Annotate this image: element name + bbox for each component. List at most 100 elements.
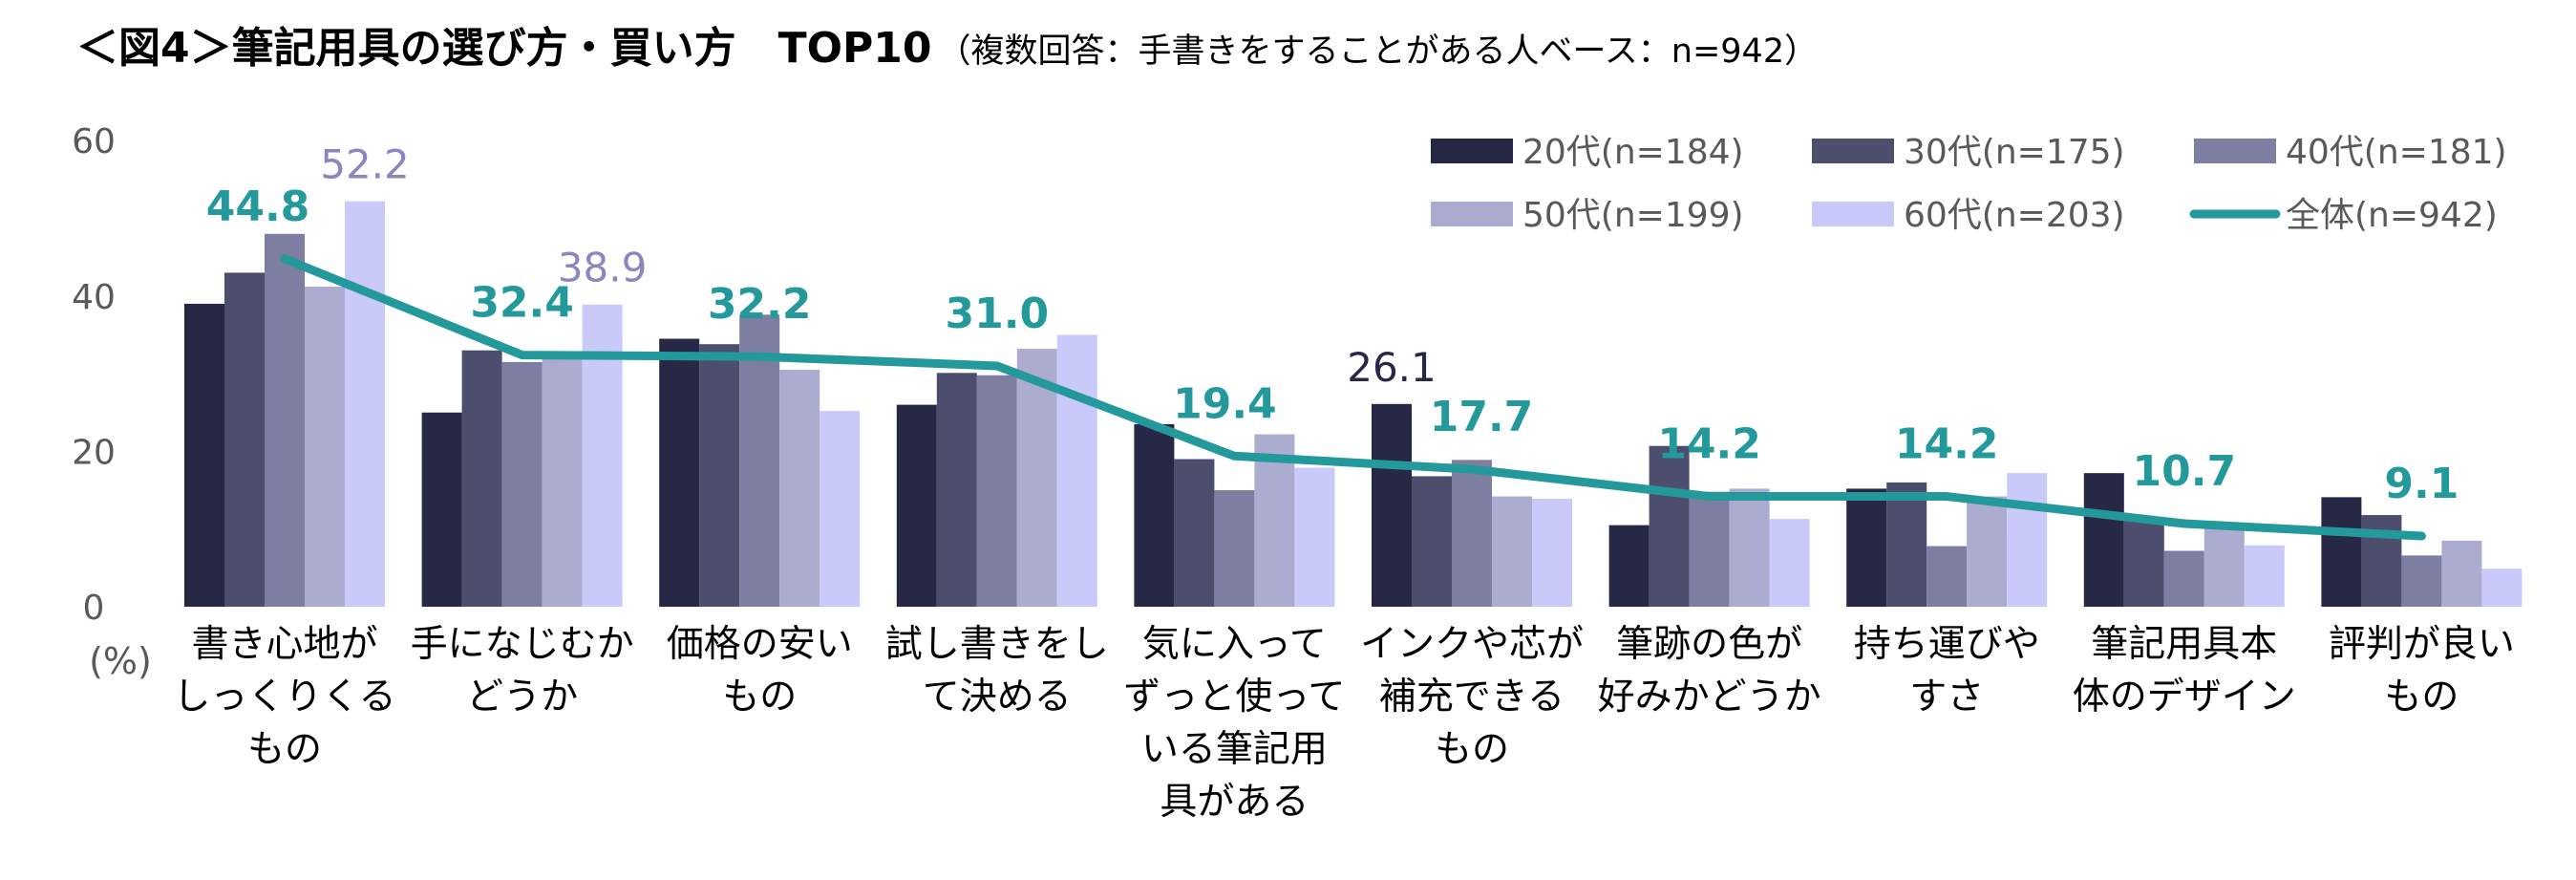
category-label-line: 評判が良い xyxy=(2329,623,2515,666)
y-tick-label: 40 xyxy=(72,278,116,317)
total-data-label-8: 14.2 xyxy=(1895,420,1999,469)
value-annotation-2: 38.9 xyxy=(558,245,648,291)
total-data-label-1: 44.8 xyxy=(206,182,310,231)
category-label-line: いる筆記用 xyxy=(1141,728,1328,771)
category-label-line: 手になじむか xyxy=(411,623,634,666)
bar-30s-2 xyxy=(461,350,502,607)
bar-30s-4 xyxy=(936,373,977,607)
bar-60s-4 xyxy=(1056,334,1097,607)
legend-label-4: 50代(n=199) xyxy=(1522,196,1744,235)
category-label-line: 価格の安い xyxy=(667,623,853,666)
bar-20s-4 xyxy=(896,404,937,607)
category-label-line: 筆跡の色が xyxy=(1616,623,1802,666)
y-tick-label: 20 xyxy=(72,433,116,472)
category-label-line: 気に入って xyxy=(1142,623,1327,666)
category-label-3: 価格の安いもの xyxy=(667,623,853,719)
legend-swatch-5 xyxy=(1812,202,1894,226)
total-series-line xyxy=(280,254,2426,541)
bar-50s-2 xyxy=(542,355,583,607)
category-label-line: もの xyxy=(1435,728,1509,771)
bar-50s-10 xyxy=(2441,540,2482,607)
category-label-line: 書き心地が xyxy=(191,623,377,666)
category-label-10: 評判が良いもの xyxy=(2329,623,2515,719)
category-label-line: すさ xyxy=(1909,676,1984,719)
total-data-label-10: 9.1 xyxy=(2384,460,2459,508)
y-tick-label: 60 xyxy=(72,122,116,161)
bar-40s-8 xyxy=(1927,546,1968,607)
bar-20s-7 xyxy=(1608,525,1650,607)
total-data-label-6: 17.7 xyxy=(1430,393,1534,441)
category-label-line: ずっと使って xyxy=(1123,676,1345,719)
category-label-line: 体のデザイン xyxy=(2073,676,2296,719)
category-label-line: もの xyxy=(2384,676,2459,719)
category-label-line: 試し書きをし xyxy=(885,623,1109,666)
category-label-9: 筆記用具本体のデザイン xyxy=(2073,623,2296,719)
bar-20s-6 xyxy=(1372,403,1412,607)
bar-30s-8 xyxy=(1886,482,1927,607)
bar-50s-7 xyxy=(1729,488,1770,607)
value-annotation-1: 52.2 xyxy=(320,141,410,188)
bar-30s-7 xyxy=(1649,445,1690,607)
bar-20s-9 xyxy=(2083,473,2124,607)
total-data-label-2: 32.4 xyxy=(470,279,574,328)
bar-30s-9 xyxy=(2123,519,2164,607)
legend-swatch-4 xyxy=(1431,202,1513,226)
legend-label-2: 30代(n=175) xyxy=(1904,133,2125,172)
category-label-line: インクや芯が xyxy=(1360,623,1584,666)
category-label-8: 持ち運びやすさ xyxy=(1854,623,2040,719)
bar-60s-3 xyxy=(820,411,861,607)
bar-50s-6 xyxy=(1492,496,1532,607)
bar-30s-5 xyxy=(1174,459,1215,607)
bar-30s-3 xyxy=(699,344,740,607)
bar-60s-6 xyxy=(1532,498,1572,607)
chart-subtitle: （複数回答：手書きをすることがある人ベース：n=942） xyxy=(937,32,1819,71)
category-label-line: もの xyxy=(247,728,322,771)
bar-50s-8 xyxy=(1967,496,2008,607)
y-axis-unit-label: (%) xyxy=(89,640,152,682)
bar-20s-5 xyxy=(1134,423,1175,607)
category-label-line: しっくりくる xyxy=(173,676,395,719)
legend-swatch-1 xyxy=(1431,139,1513,163)
total-data-label-7: 14.2 xyxy=(1657,420,1761,469)
bar-60s-5 xyxy=(1294,467,1335,607)
category-label-line: 好みかどうか xyxy=(1598,676,1821,719)
bar-40s-7 xyxy=(1689,491,1730,607)
chart-title: ＜図4＞筆記用具の選び方・買い方 TOP10 （複数回答：手書きをすることがある人… xyxy=(76,13,1818,75)
bar-30s-10 xyxy=(2361,515,2402,607)
y-tick-label: 0 xyxy=(83,589,105,628)
value-annotation-3: 26.1 xyxy=(1347,344,1437,391)
bar-60s-1 xyxy=(345,201,385,607)
category-label-4: 試し書きをして決める xyxy=(885,623,1109,719)
bar-60s-2 xyxy=(582,304,623,607)
category-label-5: 気に入ってずっと使っている筆記用具がある xyxy=(1123,623,1345,824)
category-label-1: 書き心地がしっくりくるもの xyxy=(173,623,395,771)
category-label-line: 持ち運びや xyxy=(1854,623,2040,666)
category-label-line: て決める xyxy=(923,676,1072,719)
category-label-line: どうか xyxy=(466,676,578,719)
bar-60s-9 xyxy=(2244,545,2285,607)
total-data-label-9: 10.7 xyxy=(2133,447,2237,496)
chart-title-main: ＜図4＞筆記用具の選び方・買い方 TOP10 xyxy=(76,24,932,73)
bar-20s-8 xyxy=(1846,488,1887,607)
legend-label-6: 全体(n=942) xyxy=(2286,196,2498,235)
category-label-line: 補充できる xyxy=(1379,676,1565,719)
legend-label-1: 20代(n=184) xyxy=(1522,133,1744,172)
bar-40s-4 xyxy=(976,375,1017,607)
bar-20s-1 xyxy=(184,303,224,607)
bar-40s-3 xyxy=(739,314,780,607)
bar-40s-1 xyxy=(265,233,305,607)
bar-40s-10 xyxy=(2401,555,2442,607)
bar-50s-3 xyxy=(779,370,820,607)
legend-swatch-3 xyxy=(2194,139,2276,163)
category-label-6: インクや芯が補充できるもの xyxy=(1360,623,1584,771)
bar-30s-1 xyxy=(224,272,265,607)
category-label-line: もの xyxy=(722,676,797,719)
bar-40s-6 xyxy=(1452,460,1492,607)
category-label-line: 筆記用具本 xyxy=(2091,623,2277,666)
legend-label-5: 60代(n=203) xyxy=(1904,196,2125,235)
legend-label-3: 40代(n=181) xyxy=(2286,133,2507,172)
bar-60s-10 xyxy=(2481,569,2523,607)
bar-50s-4 xyxy=(1016,349,1057,607)
bar-20s-10 xyxy=(2321,497,2362,607)
